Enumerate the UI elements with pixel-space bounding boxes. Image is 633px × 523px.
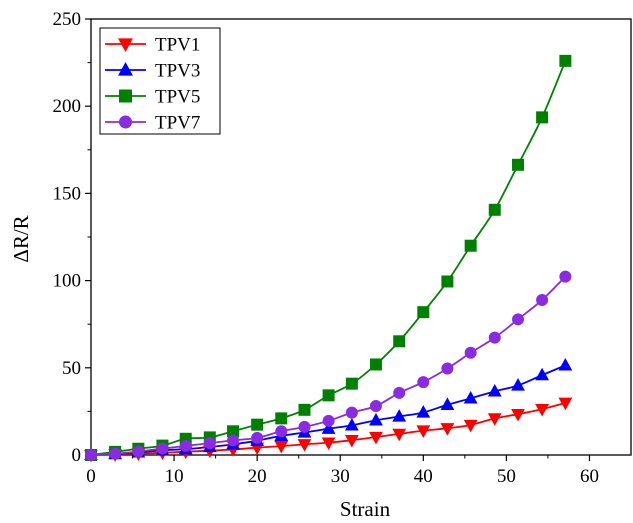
data-point-tpv7 — [227, 434, 240, 447]
x-tick-label: 0 — [86, 466, 96, 487]
legend: TPV1 TPV3 TPV5 TPV7 — [99, 27, 221, 135]
data-point-tpv1 — [558, 397, 573, 411]
data-point-tpv7 — [109, 447, 122, 460]
y-tick-label: 50 — [62, 358, 81, 379]
data-point-tpv3 — [321, 421, 336, 434]
data-point-tpv1 — [440, 423, 455, 436]
data-point-tpv7 — [275, 425, 288, 438]
data-point-tpv7 — [488, 331, 501, 344]
data-point-tpv5 — [441, 275, 454, 288]
legend-box — [99, 27, 221, 135]
series-markers — [84, 54, 573, 463]
data-point-tpv5 — [512, 158, 525, 171]
legend-label-tpv1: TPV1 — [155, 35, 200, 56]
data-point-tpv3 — [416, 405, 431, 418]
y-tick-label: 0 — [72, 445, 82, 466]
x-axis-title: Strain — [340, 497, 391, 521]
data-point-tpv7 — [156, 442, 169, 455]
data-point-tpv5 — [488, 203, 501, 216]
x-tick-label: 10 — [165, 466, 184, 487]
data-point-tpv1 — [535, 403, 550, 417]
y-tick-label: 250 — [53, 9, 82, 30]
data-point-tpv7 — [369, 399, 382, 412]
data-point-tpv1 — [369, 431, 383, 445]
data-point-tpv5 — [275, 412, 288, 425]
data-point-tpv7 — [536, 293, 549, 306]
data-point-tpv7 — [132, 445, 145, 458]
data-point-tpv3 — [535, 367, 550, 381]
data-point-tpv1 — [511, 409, 525, 422]
data-point-tpv7 — [298, 420, 311, 433]
data-point-tpv5 — [559, 54, 572, 67]
data-point-tpv7 — [322, 414, 335, 427]
x-tick-label: 50 — [497, 466, 516, 487]
data-point-tpv1 — [463, 419, 478, 433]
legend-marker-tpv3 — [118, 62, 133, 76]
data-point-tpv7 — [393, 386, 406, 399]
legend-marker-tpv7 — [119, 115, 132, 129]
data-point-tpv1 — [487, 413, 502, 426]
data-point-tpv5 — [298, 403, 311, 416]
data-point-tpv5 — [417, 306, 430, 319]
data-point-tpv7 — [417, 376, 430, 389]
data-point-tpv1 — [321, 437, 336, 450]
y-tick-label: 200 — [53, 96, 82, 117]
y-tick-label: 100 — [53, 271, 82, 292]
data-point-tpv5 — [536, 111, 549, 124]
data-point-tpv7 — [179, 439, 192, 452]
data-point-tpv1 — [344, 435, 359, 448]
y-tick-label: 150 — [53, 183, 82, 204]
data-point-tpv7 — [441, 362, 454, 375]
data-point-tpv7 — [345, 406, 358, 419]
data-point-tpv5 — [251, 418, 264, 431]
data-point-tpv7 — [251, 431, 264, 444]
legend-marker-tpv5 — [119, 89, 132, 103]
data-point-tpv5 — [464, 239, 477, 252]
data-point-tpv7 — [464, 346, 477, 359]
data-point-tpv3 — [511, 378, 525, 391]
y-axis-title: ΔR/R — [9, 215, 33, 262]
data-point-tpv3 — [344, 417, 359, 431]
legend-label-tpv5: TPV5 — [155, 87, 200, 108]
data-point-tpv3 — [487, 383, 502, 397]
data-point-tpv7 — [512, 313, 525, 326]
data-point-tpv3 — [558, 357, 573, 371]
data-point-tpv1 — [274, 440, 289, 454]
data-point-tpv3 — [440, 397, 455, 410]
axes: 0 10 20 30 40 50 60 0 50 100 150 200 250 — [53, 9, 632, 487]
x-tick-label: 40 — [414, 466, 433, 487]
data-point-tpv1 — [416, 425, 431, 438]
x-tick-label: 20 — [248, 466, 267, 487]
data-point-tpv1 — [297, 439, 312, 452]
x-tick-label: 30 — [331, 466, 350, 487]
data-point-tpv1 — [392, 428, 407, 442]
data-point-tpv5 — [369, 358, 382, 371]
data-point-tpv5 — [345, 377, 358, 390]
legend-label-tpv3: TPV3 — [155, 61, 200, 82]
data-point-tpv3 — [463, 390, 478, 404]
x-tick-label: 60 — [580, 466, 599, 487]
data-point-tpv7 — [203, 437, 216, 450]
data-point-tpv3 — [392, 409, 407, 422]
legend-label-tpv7: TPV7 — [155, 113, 200, 134]
data-point-tpv5 — [393, 335, 406, 348]
data-point-tpv7 — [559, 270, 572, 283]
data-point-tpv7 — [85, 449, 97, 461]
legend-marker-tpv1 — [118, 38, 133, 52]
data-point-tpv3 — [369, 412, 383, 426]
data-point-tpv5 — [322, 389, 335, 402]
